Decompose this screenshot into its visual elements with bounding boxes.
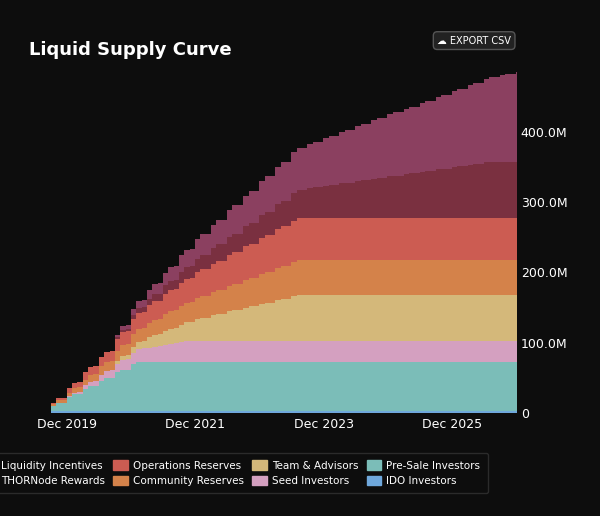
Legend: Liquidity Incentives, THORNode Rewards, Operations Reserves, Community Reserves,: Liquidity Incentives, THORNode Rewards, … [0, 453, 488, 493]
Text: ☁ EXPORT CSV: ☁ EXPORT CSV [437, 36, 511, 45]
Text: Liquid Supply Curve: Liquid Supply Curve [29, 41, 232, 59]
